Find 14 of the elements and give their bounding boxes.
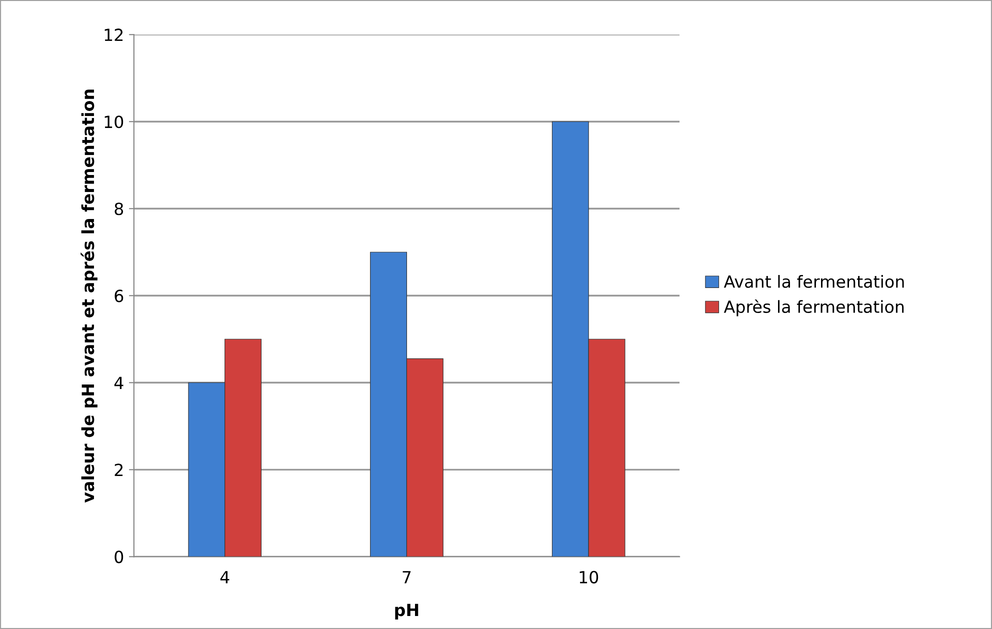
y-tick-label: 12 bbox=[104, 28, 123, 41]
y-tick-label: 0 bbox=[114, 550, 124, 564]
legend-label: Après la fermentation bbox=[724, 299, 904, 316]
y-tick-label: 6 bbox=[114, 290, 124, 302]
x-tick-label: 4 bbox=[220, 571, 230, 584]
x-tick-label: 10 bbox=[580, 570, 598, 584]
y-tick-label: 2 bbox=[114, 464, 123, 476]
y-tick-label: 4 bbox=[114, 376, 124, 389]
x-axis-title: pH bbox=[395, 604, 418, 620]
x-tick-label: 7 bbox=[402, 571, 411, 584]
y-axis-title: valeur de pH avant et aprés la fermentation bbox=[80, 90, 98, 503]
legend-label: Avant la fermentation bbox=[724, 275, 904, 288]
y-tick-label: 10 bbox=[104, 116, 124, 128]
y-tick-label: 8 bbox=[114, 202, 124, 216]
